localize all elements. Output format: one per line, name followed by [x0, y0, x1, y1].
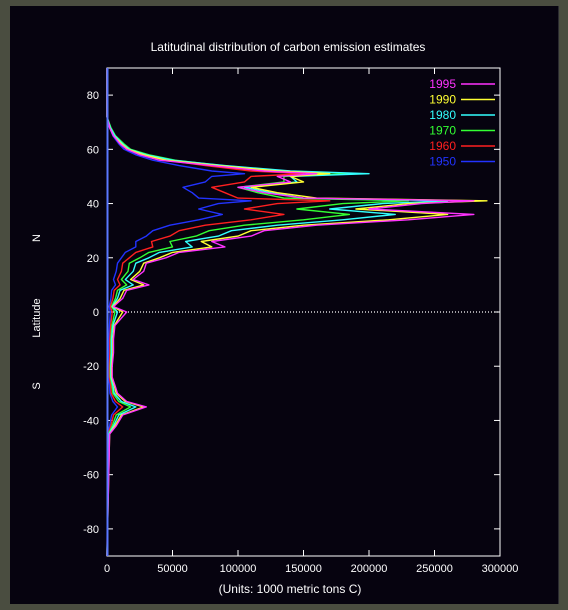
x-tick-label: 250000 [416, 563, 453, 575]
south-label: S [31, 382, 43, 389]
x-axis-label: (Units: 1000 metric tons C) [219, 582, 362, 596]
legend-label-1980: 1980 [429, 108, 456, 122]
x-axis: 0 50000 100000 150000 200000 250000 300000 [104, 68, 518, 575]
y-tick-label: 80 [87, 90, 99, 102]
y-tick-label: 20 [87, 253, 99, 265]
series-line-1995 [106, 68, 475, 557]
series-line-1950 [106, 68, 252, 557]
legend-label-1995: 1995 [429, 77, 456, 91]
y-tick-label: -80 [83, 524, 99, 536]
x-tick-label: 100000 [220, 563, 257, 575]
y-tick-label: 40 [87, 199, 99, 211]
legend-label-1950: 1950 [429, 155, 456, 169]
emission-chart: Latitudinal distribution of carbon emiss… [31, 40, 518, 596]
x-tick-label: 50000 [157, 563, 188, 575]
x-tick-label: 150000 [285, 563, 322, 575]
north-label: N [31, 234, 43, 242]
legend-label-1990: 1990 [429, 93, 456, 107]
y-tick-label: -60 [83, 470, 99, 482]
chart-frame: Latitudinal distribution of carbon emiss… [10, 6, 559, 604]
x-tick-label: 200000 [351, 563, 388, 575]
y-tick-label: 0 [93, 307, 99, 319]
chart-title: Latitudinal distribution of carbon emiss… [151, 40, 426, 54]
y-tick-label: -20 [83, 361, 99, 373]
x-tick-label: 300000 [482, 563, 519, 575]
y-tick-label: -40 [83, 415, 99, 427]
series-group [106, 68, 488, 557]
legend-label-1960: 1960 [429, 139, 456, 153]
y-axis-label: Latitude [31, 298, 43, 337]
y-tick-label: 60 [87, 144, 99, 156]
legend-label-1970: 1970 [429, 124, 456, 138]
x-tick-label: 0 [104, 563, 110, 575]
